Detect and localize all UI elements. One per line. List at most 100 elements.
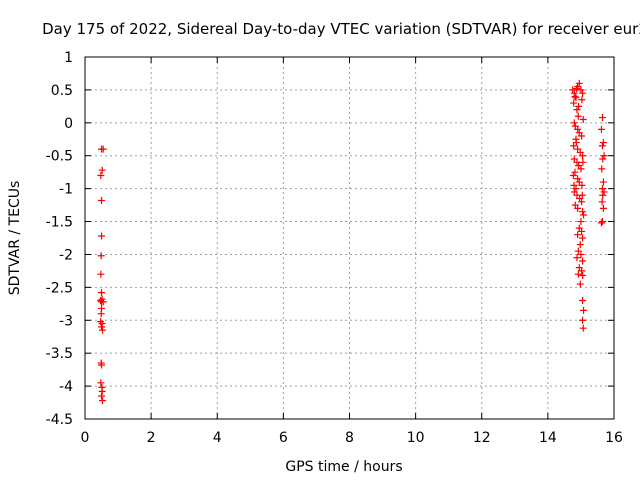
data-point-marker [598, 114, 606, 122]
data-point-marker [600, 188, 608, 196]
y-tick-label: 0 [64, 116, 73, 132]
data-point-marker [579, 257, 587, 265]
data-point-marker [598, 185, 606, 193]
data-point-marker [578, 191, 586, 199]
data-point-marker [598, 218, 606, 226]
data-point-marker [98, 361, 106, 369]
data-point-marker [570, 89, 578, 97]
data-point-marker [99, 298, 107, 306]
x-tick-label: 6 [279, 430, 288, 446]
data-point-marker [570, 119, 578, 127]
data-point-marker [574, 270, 582, 278]
chart-title: Day 175 of 2022, Sidereal Day-to-day VTE… [42, 20, 640, 38]
data-point-marker [573, 106, 581, 114]
y-tick-label: -3.5 [46, 346, 73, 362]
data-point-marker [572, 94, 580, 102]
data-point-marker [569, 171, 577, 179]
data-point-marker [575, 102, 583, 110]
data-point-marker [99, 326, 107, 334]
x-tick-label: 2 [147, 430, 156, 446]
data-point-marker [97, 252, 105, 260]
data-point-marker [579, 152, 587, 160]
data-point-marker [98, 232, 106, 240]
data-point-marker [98, 166, 106, 174]
data-point-marker [577, 86, 585, 94]
data-point-marker [98, 392, 106, 400]
data-point-marker [571, 92, 579, 100]
data-point-marker [574, 125, 582, 133]
y-tick-label: -3 [59, 313, 73, 329]
x-tick-label: 4 [213, 430, 222, 446]
data-point-marker [579, 158, 587, 166]
data-point-marker [99, 397, 107, 405]
data-point-marker [578, 132, 586, 140]
data-point-marker [574, 112, 582, 120]
data-point-marker [574, 175, 582, 183]
y-tick-label: -0.5 [46, 149, 73, 165]
data-point-marker [579, 116, 587, 124]
data-point-marker [579, 297, 587, 305]
axis-ticks: 0 2 4 6 8 10 12 14 16 1 0.5 0 -0.5 -1 -1.5 -2 -2.5 -3 -3.5… [46, 50, 623, 446]
x-tick-label: 0 [81, 430, 90, 446]
data-point-marker [574, 204, 582, 212]
data-point-marker [579, 316, 587, 324]
data-point-marker [99, 145, 107, 153]
data-point-marker [579, 208, 587, 216]
data-point-marker [597, 219, 605, 227]
y-tick-label: -2 [59, 247, 73, 263]
data-point-marker [98, 387, 106, 395]
data-point-marker [599, 204, 607, 212]
x-tick-label: 16 [605, 430, 623, 446]
data-point-marker [574, 231, 582, 239]
data-point-marker [577, 218, 585, 226]
data-point-marker [570, 99, 578, 107]
data-point-marker [578, 227, 586, 235]
data-point-marker [97, 379, 105, 387]
data-point-marker [575, 79, 583, 87]
data-point-marker [598, 165, 606, 173]
data-point-marker [579, 234, 587, 242]
data-point-marker [578, 267, 586, 275]
data-point-marker [576, 280, 584, 288]
data-point-marker [579, 272, 587, 280]
data-point-marker [97, 270, 105, 278]
data-point-marker [599, 155, 607, 163]
data-point-marker [98, 320, 106, 328]
x-tick-label: 14 [539, 430, 557, 446]
data-point-marker [576, 241, 584, 249]
data-point-marker [577, 165, 585, 173]
y-axis-label: SDTVAR / TECUs [7, 181, 23, 296]
data-point-marker [573, 158, 581, 166]
y-tick-label: 0.5 [51, 83, 73, 99]
data-points [97, 79, 608, 405]
data-point-marker [569, 86, 577, 94]
data-point-marker [580, 306, 588, 314]
y-tick-label: -2.5 [46, 280, 73, 296]
data-point-marker [578, 181, 586, 189]
data-point-marker [98, 196, 106, 204]
data-point-marker [571, 168, 579, 176]
data-point-marker [577, 250, 585, 258]
x-tick-label: 8 [345, 430, 354, 446]
y-tick-label: -1 [59, 182, 73, 198]
data-point-marker [599, 139, 607, 147]
data-point-marker [598, 198, 606, 206]
data-point-marker [597, 125, 605, 133]
data-point-marker [600, 152, 608, 160]
data-point-marker [599, 178, 607, 186]
y-tick-label: 1 [64, 50, 73, 66]
grid [85, 57, 614, 419]
y-tick-label: -4.5 [46, 412, 73, 428]
data-point-marker [98, 323, 106, 331]
y-tick-label: -1.5 [46, 215, 73, 231]
data-point-marker [573, 85, 581, 93]
data-point-marker [573, 254, 581, 262]
data-point-marker [570, 181, 578, 189]
data-point-marker [579, 324, 587, 332]
data-point-marker [578, 198, 586, 206]
data-point-marker [97, 310, 105, 318]
data-point-marker [579, 89, 587, 97]
data-point-marker [572, 139, 580, 147]
data-point-marker [578, 96, 586, 104]
